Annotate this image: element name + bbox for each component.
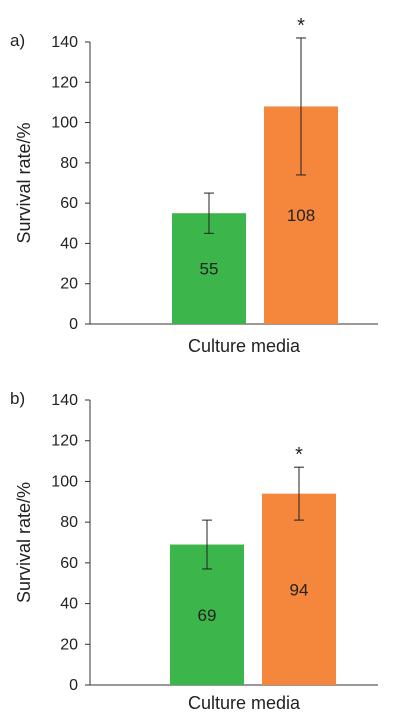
panel-a-y-tick-label: 40	[60, 235, 78, 252]
panel-a-bar-value-2: 108	[287, 206, 315, 225]
panel-b-y-tick-label: 60	[60, 555, 78, 572]
panel-a-y-tick-label: 100	[51, 115, 78, 132]
panel-b-bar-value-1: 69	[198, 606, 217, 625]
panel-b-y-tick-label: 80	[60, 514, 78, 531]
panel-a-y-tick-label: 20	[60, 276, 78, 293]
panel-a-bar-value-1: 55	[200, 260, 219, 279]
panel-b-significance-marker: *	[295, 444, 303, 466]
panel-a-label: a)	[10, 31, 25, 50]
panel-b-bar-2	[262, 493, 336, 685]
panel-a-y-tick-label: 120	[51, 74, 78, 91]
panel-b-bar-value-2: 94	[290, 580, 309, 599]
panel-b-y-tick-label: 120	[51, 433, 78, 450]
panel-b-x-axis-title: Culture media	[188, 693, 301, 712]
panel-a-y-tick-label: 80	[60, 155, 78, 172]
panel-a-y-tick-label: 60	[60, 195, 78, 212]
panel-b-label: b)	[10, 389, 25, 408]
panel-b-y-tick-label: 140	[51, 392, 78, 409]
panel-b-y-tick-label: 40	[60, 596, 78, 613]
panel-b-y-tick-label: 0	[69, 677, 78, 694]
panel-b-y-tick-label: 100	[51, 473, 78, 490]
panel-a-y-tick-label: 0	[69, 316, 78, 333]
panel-b-y-tick-label: 20	[60, 636, 78, 653]
panel-b-y-axis-title: Survival rate/%	[14, 482, 34, 603]
panel-a-y-tick-label: 140	[51, 34, 78, 51]
panel-a-significance-marker: *	[297, 15, 305, 37]
panel-a-y-axis-title: Survival rate/%	[14, 122, 34, 243]
panel-a-x-axis-title: Culture media	[188, 336, 301, 356]
